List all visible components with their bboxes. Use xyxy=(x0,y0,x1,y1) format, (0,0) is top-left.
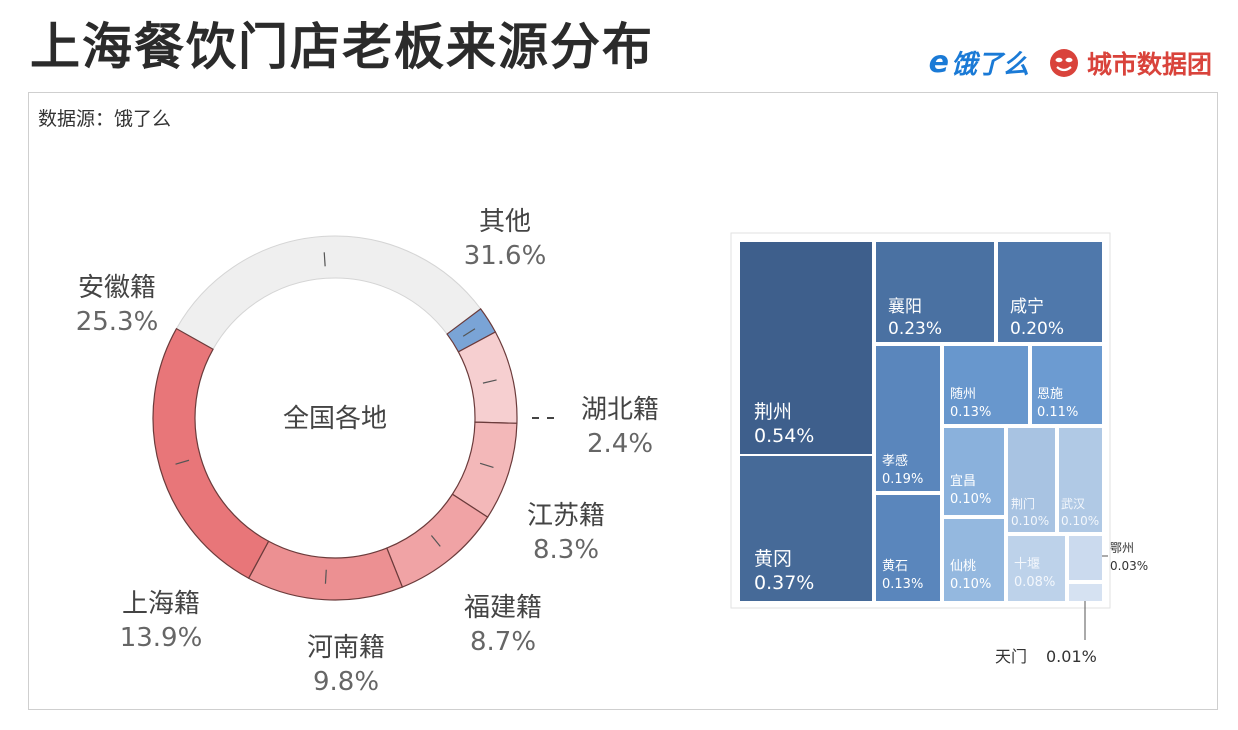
treemap-label-name: 黄石 xyxy=(882,559,908,574)
treemap-chart: 荆州0.54% 黄冈0.37% 襄阳0.23% 咸宁0.20% 孝感 0.19% 黄石 0.1… xyxy=(730,232,1148,666)
treemap-label-name: 天门 xyxy=(995,647,1027,666)
treemap-label-name: 荆门 xyxy=(1011,496,1035,511)
treemap-frame xyxy=(730,232,1111,609)
treemap-label-value: 0.13% xyxy=(950,405,991,420)
donut-label-value: 8.3% xyxy=(533,535,599,565)
donut-label-name: 湖北籍 xyxy=(581,395,659,425)
treemap-label-value: 0.11% xyxy=(1037,405,1078,420)
treemap-label-value: 0.13% xyxy=(882,577,923,592)
treemap-cell-宜昌 xyxy=(944,428,1004,515)
page-title: 上海餐饮门店老板来源分布 xyxy=(30,18,654,76)
donut-label-name: 安徽籍 xyxy=(78,273,156,303)
donut-leader-上海籍 xyxy=(324,569,327,584)
chart-panel xyxy=(28,92,1218,710)
treemap-label-value: 0.23% xyxy=(888,319,942,339)
donut-label-name: 上海籍 xyxy=(122,589,200,619)
donut-leader-其他 xyxy=(323,252,326,267)
donut-label-name: 福建籍 xyxy=(464,593,542,623)
donut-label-value: 31.6% xyxy=(464,241,547,271)
donut-label-value: 25.3% xyxy=(76,307,159,337)
treemap-label-name: 武汉 xyxy=(1061,497,1085,511)
eleme-logo: e 饿了么 xyxy=(929,44,1029,81)
treemap-cell-十堰 xyxy=(1008,536,1065,601)
treemap-cell-仙桃 xyxy=(944,519,1004,601)
donut-slice-其他 xyxy=(175,235,482,350)
treemap-label-name: 十堰 xyxy=(1014,557,1040,572)
treemap-label-name: 仙桃 xyxy=(950,559,976,574)
treemap-label-name: 恩施 xyxy=(1037,387,1063,402)
treemap-label-value: 0.10% xyxy=(1011,514,1049,528)
treemap-cell-黄冈 xyxy=(740,456,872,601)
donut-center-label: 全国各地 xyxy=(283,404,387,434)
donut-leader-安徽籍 xyxy=(175,459,190,465)
treemap-label-name: 荆州 xyxy=(754,401,792,423)
donut-label-value: 13.9% xyxy=(120,623,203,653)
treemap-label-value: 0.20% xyxy=(1010,319,1064,339)
treemap-cell-襄阳 xyxy=(876,242,994,342)
donut-chart: 其他 31.6% 湖北籍 2.4% 江苏籍 8.3% 福建籍 8.7% 河南籍 9.8% 上海籍 13… xyxy=(76,207,659,697)
treemap-label-name: 宜昌 xyxy=(950,474,976,489)
donut-leader-江苏籍 xyxy=(482,379,497,384)
treemap-label-name: 孝感 xyxy=(882,453,908,469)
brand-logos: e 饿了么 城市数据团 xyxy=(929,44,1212,81)
donut-slice-安徽籍 xyxy=(152,327,270,580)
donut-slice-河南籍 xyxy=(386,493,489,588)
eleme-logo-text: 饿了么 xyxy=(950,50,1029,80)
treemap-cell-荆州 xyxy=(740,242,872,454)
city-data-logo-text: 城市数据团 xyxy=(1086,49,1212,79)
treemap-cell-恩施 xyxy=(1032,346,1102,424)
donut-label-name: 河南籍 xyxy=(307,633,385,663)
treemap-label-name: 黄冈 xyxy=(754,548,792,570)
treemap-label-value: 0.08% xyxy=(1014,575,1055,590)
data-source: 数据源：饿了么 xyxy=(38,108,172,130)
treemap-label-value: 0.03% xyxy=(1110,559,1148,573)
treemap-label-name: 随州 xyxy=(950,387,976,402)
treemap-cell-黄石 xyxy=(876,495,940,601)
treemap-label-value: 0.54% xyxy=(754,425,814,447)
mask-face-icon xyxy=(1049,48,1078,77)
treemap-cell-咸宁 xyxy=(998,242,1102,342)
treemap-cell-随州 xyxy=(944,346,1028,424)
donut-label-name: 其他 xyxy=(479,207,531,237)
treemap-cell-鄂州 xyxy=(1069,536,1102,580)
treemap-label-value: 0.10% xyxy=(950,577,991,592)
treemap-label-value: 0.01% xyxy=(1046,647,1097,666)
treemap-cell-武汉 xyxy=(1059,428,1102,532)
treemap-label-name: 襄阳 xyxy=(888,296,922,317)
treemap-label-value: 0.19% xyxy=(882,472,923,487)
eleme-e-icon: e xyxy=(928,45,949,80)
donut-label-value: 8.7% xyxy=(470,627,536,657)
treemap-label-value: 0.10% xyxy=(950,492,991,507)
donut-slice-上海籍 xyxy=(247,540,404,601)
treemap-label-value: 0.37% xyxy=(754,572,814,594)
treemap-cell-孝感 xyxy=(876,346,940,491)
donut-leader-福建籍 xyxy=(479,462,494,469)
donut-label-name: 江苏籍 xyxy=(527,501,605,531)
donut-label-value: 2.4% xyxy=(587,429,653,459)
city-data-logo: 城市数据团 xyxy=(1049,45,1212,81)
donut-label-value: 9.8% xyxy=(313,667,379,697)
treemap-label-name: 鄂州 xyxy=(1110,541,1134,555)
treemap-label-value: 0.10% xyxy=(1061,514,1099,528)
donut-leader-河南籍 xyxy=(430,535,441,547)
treemap-cell-荆门 xyxy=(1008,428,1055,532)
donut-leader-湖北籍 xyxy=(462,328,476,337)
treemap-cell-天门 xyxy=(1069,584,1102,601)
treemap-label-name: 咸宁 xyxy=(1010,297,1044,317)
